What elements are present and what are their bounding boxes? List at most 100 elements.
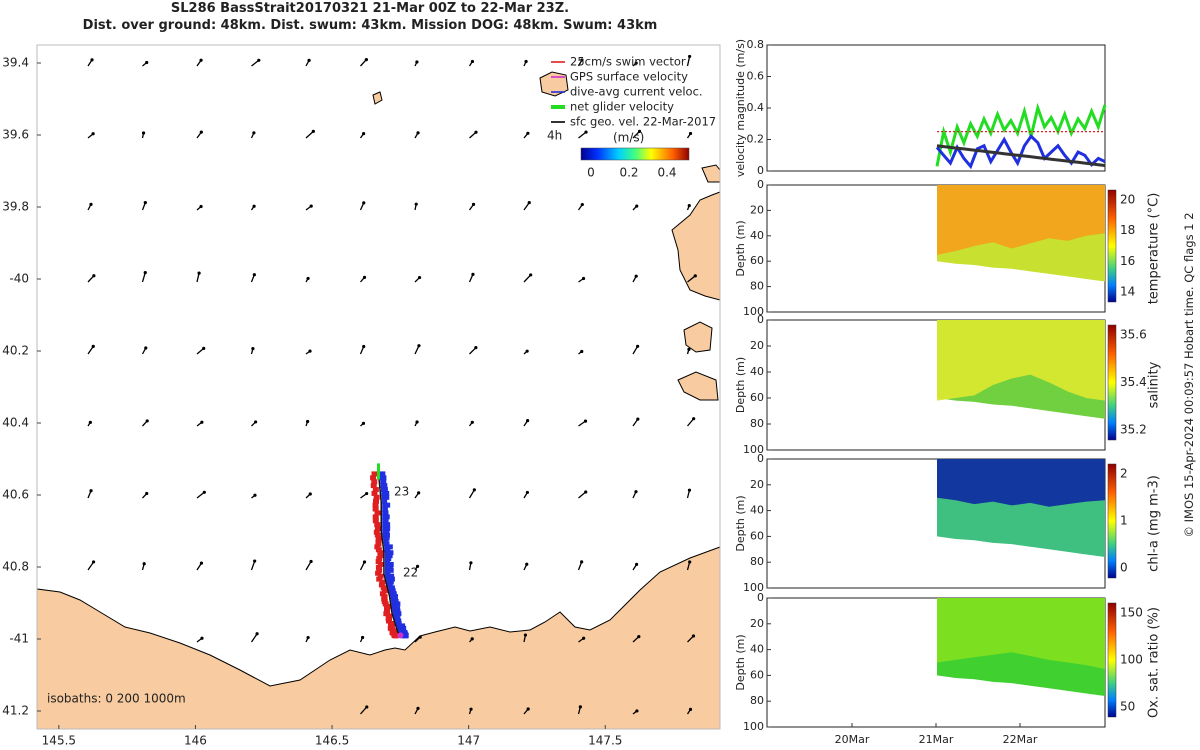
geo-arrow-head [308, 349, 312, 353]
geo-velocity-arrow [359, 201, 366, 211]
profile-y-label: Depth (m) [734, 634, 747, 690]
profile-y-tick-label: 40 [750, 504, 764, 517]
geo-velocity-arrow [359, 344, 366, 355]
geo-velocity-arrow [360, 275, 367, 283]
geo-velocity-arrow [578, 419, 588, 427]
swim-vector-mark [373, 494, 380, 500]
profile-y-tick-label: 20 [750, 617, 764, 630]
geo-arrow-head [252, 273, 256, 277]
geo-velocity-arrow [687, 634, 696, 643]
track-label: 23 [394, 485, 409, 499]
geo-velocity-arrow [632, 61, 638, 67]
geo-arrow-head [584, 490, 588, 494]
profile-panel-1 [766, 184, 1117, 313]
geo-velocity-arrow [141, 201, 147, 211]
geo-arrow-head [362, 344, 366, 349]
geo-velocity-arrow [414, 131, 420, 139]
geo-velocity-arrow [142, 419, 149, 427]
geo-arrow-head [636, 417, 640, 421]
geo-arrow-head [580, 349, 584, 354]
geo-velocity-arrow [414, 420, 419, 427]
geo-velocity-arrow [469, 346, 478, 355]
island-4 [539, 71, 569, 97]
map-y-tick-label: -40 [9, 272, 29, 286]
dive-avg-current-mark [385, 573, 395, 579]
map-y-tick-label: 39.6 [2, 128, 29, 142]
swim-vector-mark [375, 570, 382, 576]
geo-velocity-arrow [686, 54, 692, 67]
dive-avg-current-mark [383, 538, 389, 544]
glider-track [370, 463, 409, 639]
island-2 [683, 321, 713, 353]
geo-velocity-arrow [577, 58, 584, 67]
dive-avg-current-mark [382, 532, 390, 538]
geo-arrow-head [309, 559, 313, 564]
geo-arrow-head [526, 131, 530, 135]
geo-arrow-head [202, 490, 206, 494]
gps-velocity-mark [397, 632, 404, 639]
geo-velocity-arrow [468, 707, 473, 715]
profile-y-tick-label: 0 [757, 178, 764, 191]
geo-arrow-head [365, 705, 369, 709]
geo-arrow-shaft [686, 56, 691, 67]
dive-avg-current-mark [382, 510, 389, 516]
swim-vector-mark [375, 564, 382, 570]
geo-arrow-head [529, 273, 533, 277]
geo-arrow-head [417, 275, 422, 280]
profile-upper-layer [937, 185, 1105, 255]
geo-arrow-shaft [687, 275, 696, 283]
geo-velocity-arrow [87, 58, 94, 67]
velocity-series-line [935, 102, 1107, 167]
profile-y-tick-label: 60 [750, 529, 764, 542]
swim-vector-mark [373, 529, 380, 535]
geo-velocity-arrow [468, 420, 474, 427]
swim-vector-mark [372, 498, 379, 504]
profile-y-tick-label: 80 [750, 417, 764, 430]
geo-arrow-head [526, 419, 530, 423]
legend-entry-label: dive-avg current veloc. [570, 85, 703, 99]
colorbar-tick-label: 100 [1120, 653, 1143, 667]
dive-avg-current-mark [384, 556, 392, 562]
dive-avg-current-mark [382, 502, 391, 508]
swim-vector-mark [374, 544, 381, 550]
swim-vector-mark [374, 510, 381, 516]
geo-arrow-head [199, 561, 204, 565]
geo-arrow-head [580, 58, 584, 62]
map-y-tick-label: 40.8 [2, 560, 29, 574]
geo-arrow-head [309, 204, 313, 208]
geo-velocity-arrow [142, 491, 149, 499]
geo-arrow-head [142, 562, 146, 566]
geo-arrow-head [257, 58, 261, 62]
geo-velocity-arrow [687, 274, 697, 283]
island-3 [677, 371, 719, 401]
profile-y-tick-label: 0 [757, 452, 764, 465]
swim-vector-mark [374, 522, 381, 528]
swim-vector-mark [377, 550, 384, 556]
profile-y-tick-label: 80 [750, 555, 764, 568]
profile-y-tick-label: 60 [750, 254, 764, 267]
geo-velocity-arrow [305, 349, 312, 355]
geo-arrow-head [417, 344, 421, 348]
geo-arrow-head [687, 347, 691, 351]
geo-velocity-arrow [577, 560, 584, 571]
geo-arrow-head [525, 490, 530, 495]
profile-y-tick-label: 20 [750, 339, 764, 352]
geo-velocity-arrow [523, 419, 530, 427]
colorbar-tick-label: 0 [587, 166, 595, 180]
dive-avg-current-mark [379, 475, 387, 481]
geo-arrow-head [362, 201, 366, 205]
title-line-1: SL286 BassStrait20170321 21-Mar 00Z to 2… [170, 1, 570, 16]
credit-text: © IMOS 15-Apr-2024 00:09:57 Hobart time.… [1182, 212, 1196, 538]
map-x-tick-label: 146.5 [315, 734, 349, 748]
velocity-y-label: velocity magnitude (m/s) [734, 39, 747, 177]
geo-arrow-head [89, 489, 93, 493]
velocity-y-tick-label: 0.2 [747, 133, 765, 146]
swim-vector-mark [376, 567, 383, 573]
geo-arrow-head [305, 419, 310, 424]
geo-arrow-head [637, 129, 642, 133]
dive-avg-current-mark [384, 553, 393, 559]
dive-avg-current-mark [401, 633, 409, 639]
geo-velocity-arrow [141, 131, 146, 139]
geo-velocity-arrow [686, 707, 693, 715]
